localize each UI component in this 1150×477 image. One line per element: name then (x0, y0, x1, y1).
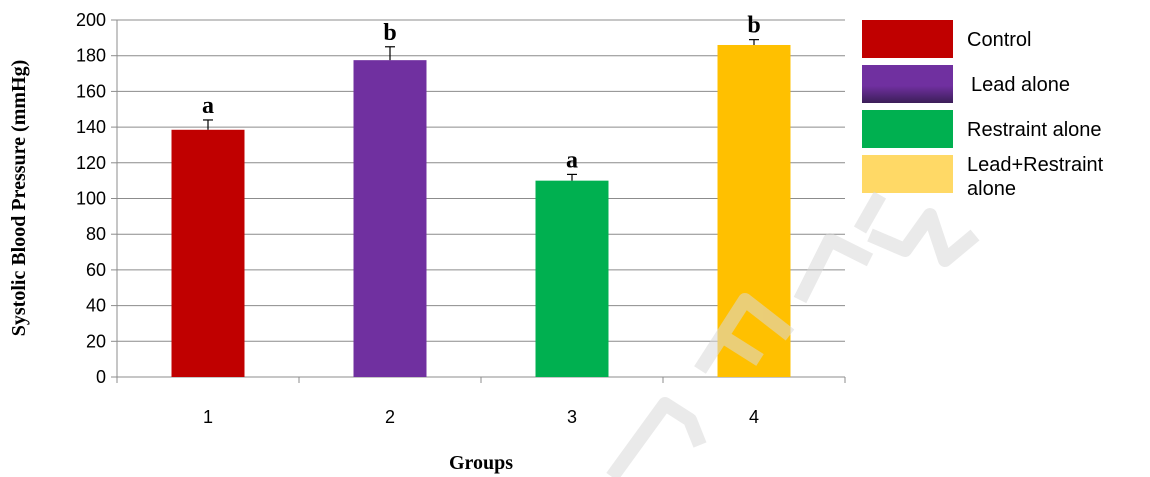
bar (535, 180, 609, 377)
legend-label: Restraint alone (967, 119, 1102, 141)
x-axis-title: Groups (449, 452, 513, 474)
x-tick-label: 3 (567, 407, 577, 427)
y-tick-label: 200 (76, 10, 106, 30)
significance-letter: b (383, 20, 396, 46)
legend-swatch (862, 110, 953, 148)
legend-swatch (862, 65, 953, 103)
y-tick-label: 80 (86, 224, 106, 244)
x-tick-label: 1 (203, 407, 213, 427)
bar (717, 44, 791, 378)
y-tick-label: 160 (76, 81, 106, 101)
y-tick-label: 20 (86, 331, 106, 351)
y-tick-label: 180 (76, 46, 106, 66)
bars (171, 39, 791, 378)
legend-item: Lead+Restraint alone (862, 154, 1142, 200)
legend-swatch (862, 20, 953, 58)
y-tick-label: 140 (76, 117, 106, 137)
legend-item: Restraint alone (862, 110, 1142, 150)
legend-swatch (862, 155, 953, 193)
significance-letter: b (747, 13, 760, 39)
y-tick-label: 0 (96, 367, 106, 387)
legend-item: Control (862, 20, 1142, 60)
y-tick-label: 60 (86, 260, 106, 280)
y-tick-label: 100 (76, 189, 106, 209)
y-tick-label: 40 (86, 296, 106, 316)
legend-label: Control (967, 29, 1032, 51)
legend-label: Lead alone (971, 74, 1070, 96)
y-tick-label: 120 (76, 153, 106, 173)
bar (171, 129, 245, 377)
x-tick-label: 2 (385, 407, 395, 427)
legend-item: Lead alone (862, 65, 1142, 105)
axes: 0 20 40 60 80 100 120 140 160 180 200 (76, 10, 846, 387)
labels: a 1 b 2 a 3 b 4 (202, 13, 761, 427)
y-axis-title: Systolic Blood Pressure (mmHg) (8, 60, 30, 336)
legend-label: Lead+Restraint alone (967, 154, 1104, 200)
significance-letter: a (566, 147, 578, 173)
bar (353, 60, 427, 377)
significance-letter: a (202, 93, 214, 119)
x-tick-label: 4 (749, 407, 759, 427)
